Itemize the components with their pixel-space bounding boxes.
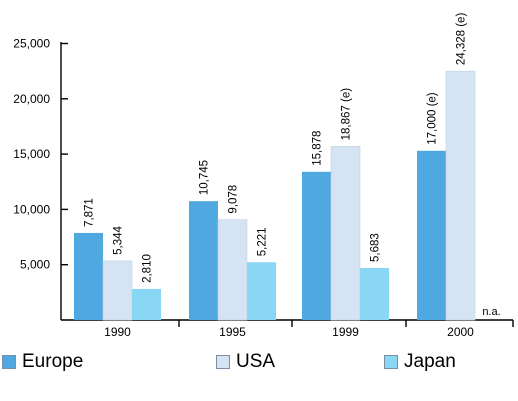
legend-item-usa: USA: [216, 352, 275, 372]
bar-japan-1990: [132, 288, 161, 320]
legend-swatch-usa: [216, 355, 230, 369]
y-tick-label: 10,000: [13, 202, 50, 216]
data-label: 24,328 (e): [456, 13, 468, 66]
y-tick-label: 5,000: [20, 258, 50, 272]
bar-europe-2000: [417, 150, 446, 320]
data-label: 2,810: [142, 254, 154, 283]
data-label: 5,344: [113, 226, 125, 255]
legend-swatch-europe: [2, 355, 16, 369]
data-label: 18,867 (e): [341, 88, 353, 141]
legend-item-japan: Japan: [384, 352, 456, 372]
bar-japan-1999: [360, 268, 389, 320]
data-label: 15,878: [312, 131, 324, 166]
legend-label-usa: USA: [236, 351, 276, 372]
data-label: 10,745: [199, 160, 211, 195]
bar-usa-1995: [217, 219, 248, 321]
bar-europe-1990: [74, 232, 103, 320]
y-tick-label: 20,000: [13, 92, 50, 106]
bar-chart: 5,000 10,000 15,000 20,000 25,000 1990 1995 199…: [13, 13, 514, 339]
bar-usa-1999: [330, 146, 361, 321]
bar-europe-1999: [302, 171, 331, 320]
bar-usa-1990: [102, 260, 133, 321]
x-tick-label: 1999: [332, 325, 359, 339]
bar-japan-1995: [247, 262, 276, 320]
y-tick-label: 15,000: [13, 147, 50, 161]
data-label: 5,683: [370, 233, 382, 262]
y-tick-label: 25,000: [13, 37, 50, 51]
legend: Europe USA Japan: [0, 346, 518, 386]
legend-item-europe: Europe: [2, 352, 83, 372]
data-label: 7,871: [84, 198, 96, 227]
bar-europe-1995: [189, 201, 218, 320]
x-tick-label: 1990: [104, 325, 131, 339]
legend-label-japan: Japan: [404, 351, 456, 372]
x-tick-label: 2000: [447, 325, 474, 339]
data-label: 5,221: [257, 227, 269, 256]
legend-label-europe: Europe: [22, 351, 84, 372]
data-label-na: n.a.: [482, 306, 500, 318]
data-label: 17,000 (e): [427, 92, 439, 145]
legend-swatch-japan: [384, 355, 398, 369]
data-label: 9,078: [228, 185, 240, 214]
bar-usa-2000: [445, 70, 476, 321]
x-tick-label: 1995: [219, 325, 246, 339]
